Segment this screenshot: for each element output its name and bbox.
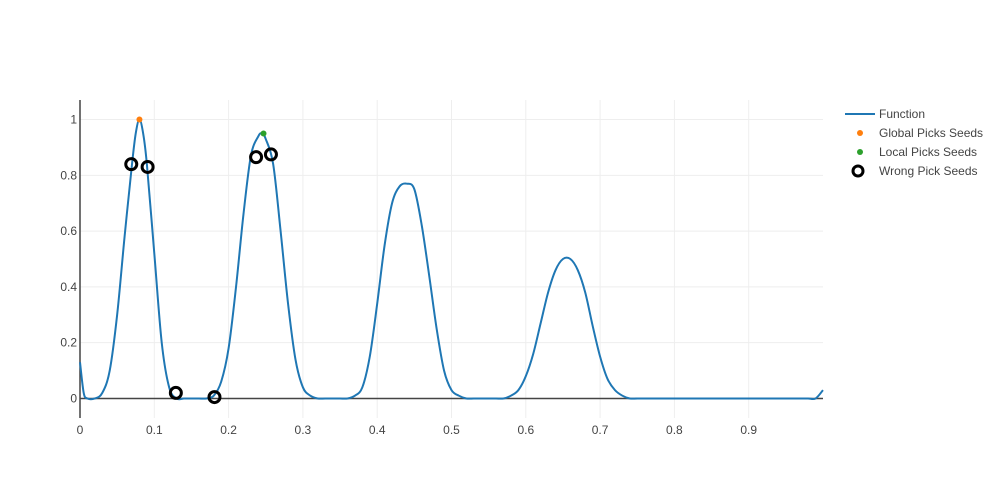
wrong-pick-point	[124, 157, 139, 172]
wrong-pick-point	[168, 385, 183, 400]
y-tick-label: 1	[70, 113, 77, 127]
x-tick-label: 0.8	[666, 423, 683, 437]
series-global-picks-seeds	[136, 116, 143, 123]
x-tick-label: 0.4	[369, 423, 386, 437]
x-tick-label: 0.9	[740, 423, 757, 437]
y-tick-label: 0.2	[60, 336, 77, 350]
legend-item[interactable]: Wrong Pick Seeds	[851, 164, 978, 178]
seed-point	[136, 116, 143, 123]
legend-label: Wrong Pick Seeds	[879, 164, 978, 178]
series-wrong-pick-seeds	[124, 147, 278, 405]
x-tick-label: 0.3	[295, 423, 312, 437]
legend-item[interactable]: Global Picks Seeds	[857, 126, 983, 140]
wrong-pick-point	[207, 390, 222, 405]
legend-marker-icon	[857, 130, 863, 136]
legend-label: Function	[879, 107, 925, 121]
legend-label: Local Picks Seeds	[879, 145, 977, 159]
x-tick-label: 0.1	[146, 423, 163, 437]
y-tick-label: 0.4	[60, 280, 77, 294]
legend-open-marker-icon	[851, 164, 865, 178]
wrong-pick-point	[140, 159, 155, 174]
tick-labels: 0 0.1 0.2 0.3 0.4 0.5 0.6 0.7 0.8 0.9 0 0.2 0.4 0.6 0.…	[60, 113, 757, 437]
legend-label: Global Picks Seeds	[879, 126, 983, 140]
wrong-pick-point	[249, 150, 264, 165]
wrong-pick-point	[263, 147, 278, 162]
legend-item[interactable]: Function	[845, 107, 925, 121]
x-tick-label: 0	[77, 423, 84, 437]
x-tick-label: 0.6	[517, 423, 534, 437]
series-function	[79, 118, 824, 401]
y-tick-label: 0	[70, 391, 77, 405]
x-tick-label: 0.5	[443, 423, 460, 437]
y-tick-label: 0.8	[60, 168, 77, 182]
y-tick-label: 0.6	[60, 224, 77, 238]
grid-lines	[80, 100, 823, 418]
legend-marker-icon	[857, 149, 863, 155]
legend[interactable]: Function Global Picks Seeds Local Picks Se…	[845, 107, 983, 178]
function-line	[79, 118, 824, 401]
series-local-picks-seeds	[260, 130, 267, 137]
seed-point	[260, 130, 267, 137]
plot-area	[79, 116, 824, 405]
x-tick-label: 0.7	[592, 423, 609, 437]
x-tick-label: 0.2	[220, 423, 237, 437]
legend-item[interactable]: Local Picks Seeds	[857, 145, 977, 159]
